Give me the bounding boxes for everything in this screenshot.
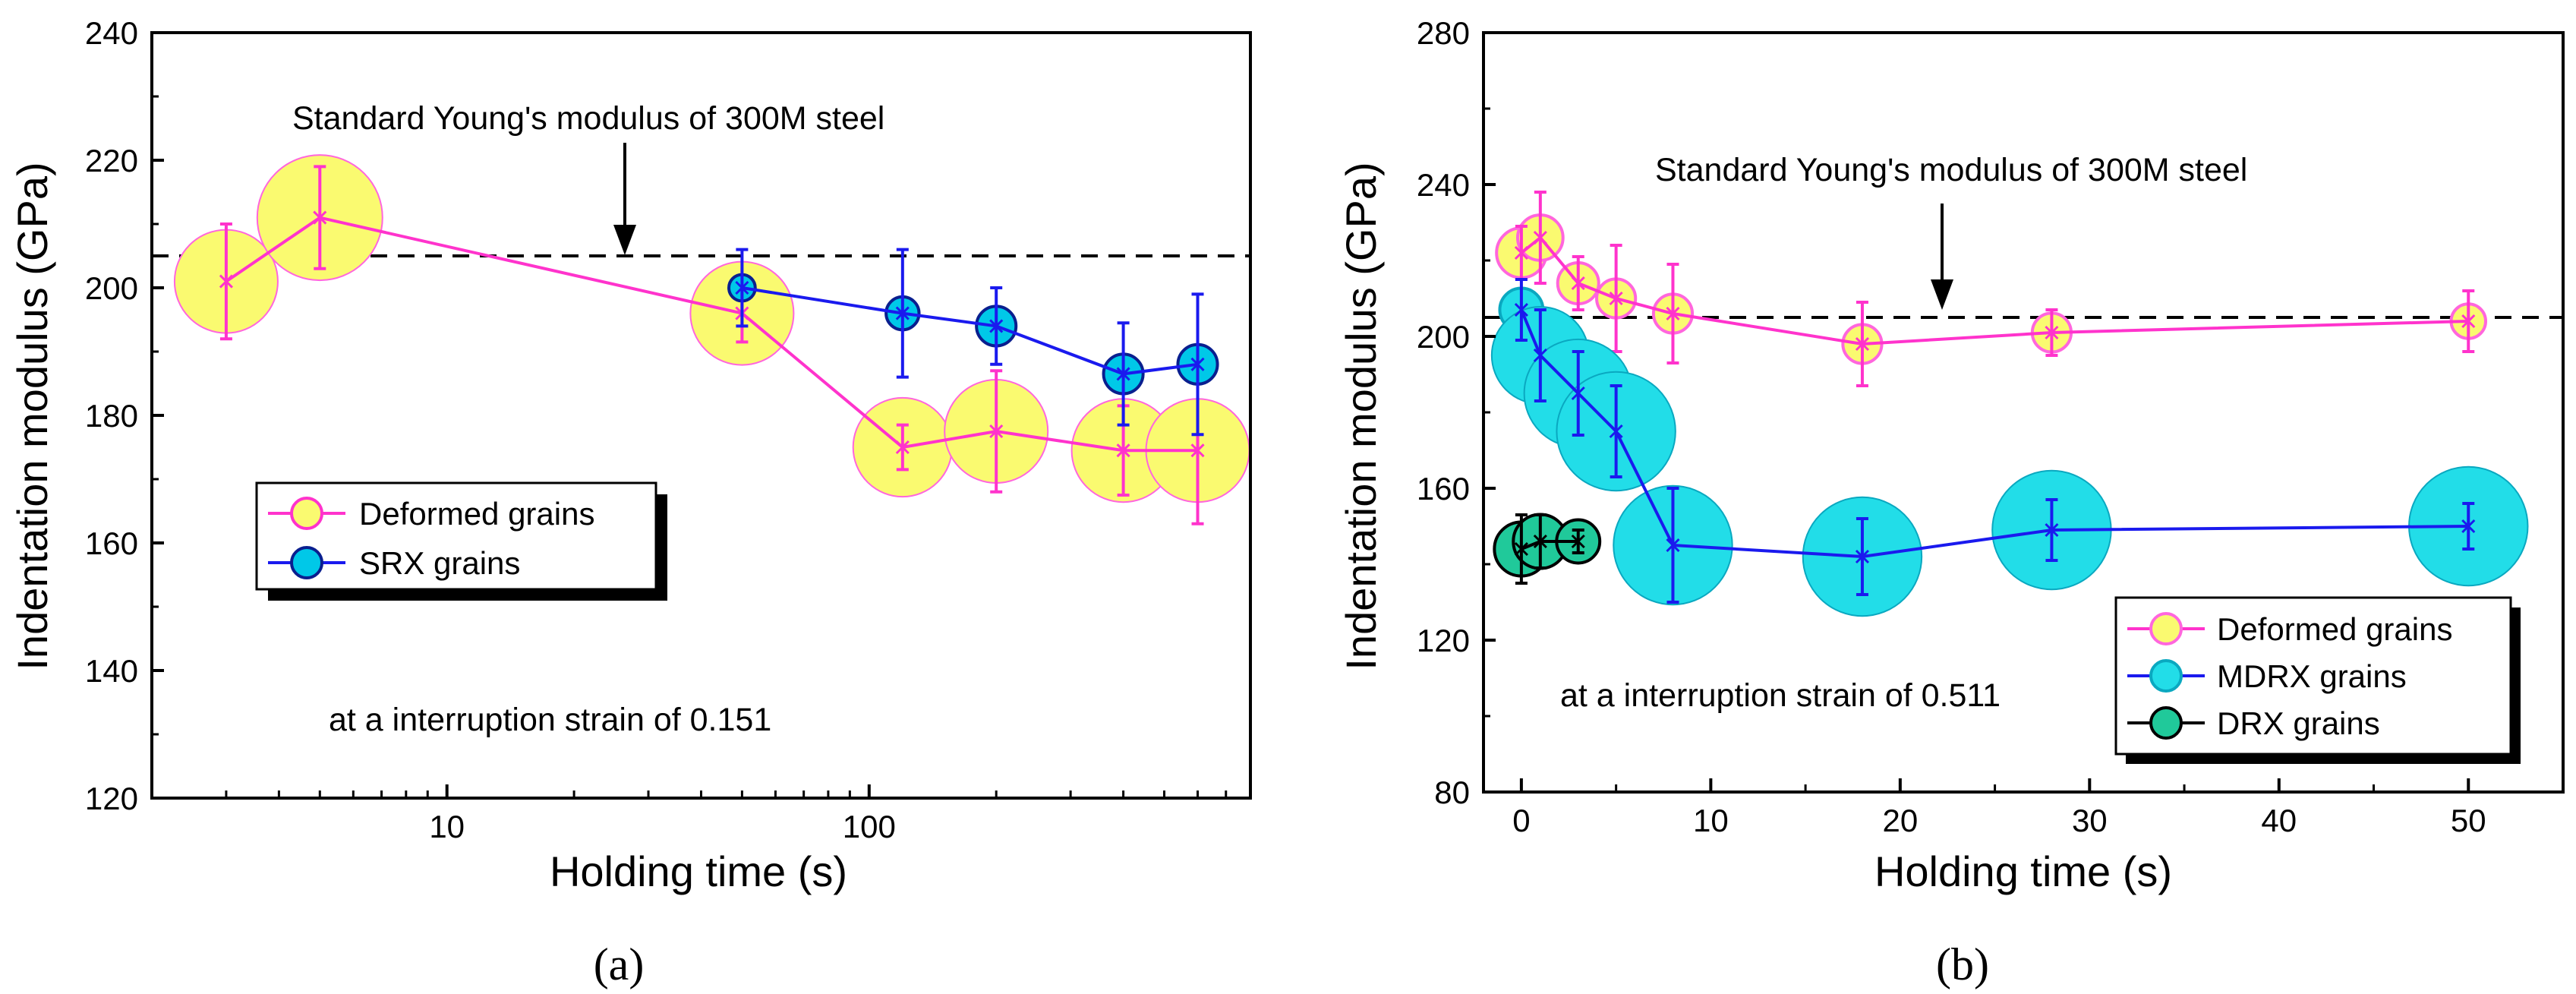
panel-b-arrow-head: [1931, 279, 1953, 310]
y-tick-label: 200: [85, 270, 138, 306]
series-deformed-grains: [1495, 191, 2488, 387]
legend-item-drx-grains: DRX grains: [2127, 705, 2380, 741]
panel-b-ticks: 80 120 160 200 240 280 0 10 20 30 40 50: [1417, 15, 2486, 838]
y-tick-label: 160: [1417, 471, 1470, 506]
center-mark: [1571, 276, 1585, 291]
panel-b-x-axis-label: Holding time (s): [1874, 847, 2172, 895]
x-tick-label: 40: [2261, 803, 2297, 838]
center-mark: [1116, 443, 1130, 458]
panel-b-legend: Deformed grains MDRX grains DRX grains: [2114, 596, 2521, 764]
y-tick-label: 280: [1417, 15, 1470, 51]
legend-marker: [2149, 612, 2183, 645]
x-tick-label: 10: [429, 809, 465, 844]
panel-b-series-group: [1490, 191, 2529, 617]
center-mark: [895, 306, 910, 320]
center-mark: [1666, 306, 1680, 321]
panel-a-arrow-head: [613, 225, 636, 255]
center-mark: [895, 440, 910, 455]
x-tick-label: 50: [2451, 803, 2486, 838]
panel-b-y-axis-label: Indentation modulus (GPa): [1337, 162, 1385, 670]
center-mark: [989, 424, 1004, 439]
y-tick-label: 240: [85, 15, 138, 51]
y-tick-label: 220: [85, 143, 138, 178]
center-mark: [1533, 534, 1547, 549]
center-mark: [2045, 325, 2059, 340]
center-mark: [2045, 522, 2059, 538]
y-tick-label: 140: [85, 653, 138, 689]
legend-marker: [290, 497, 323, 530]
center-mark: [1514, 541, 1528, 557]
series-srx-grains: [727, 248, 1219, 437]
center-mark: [1855, 336, 1870, 352]
panel-b-reference-arrow: [1931, 204, 1953, 310]
x-tick-label: 30: [2072, 803, 2108, 838]
center-mark: [1571, 534, 1585, 549]
center-mark: [1533, 230, 1547, 245]
panel-b-label: (b): [1936, 939, 1989, 989]
center-mark: [313, 210, 327, 225]
panel-a-legend-box: [255, 481, 657, 591]
legend-label: MDRX grains: [2217, 658, 2407, 694]
legend-label: DRX grains: [2217, 705, 2380, 741]
center-mark: [1609, 291, 1623, 306]
center-mark: [1190, 357, 1205, 371]
x-tick-label: 10: [1693, 803, 1729, 838]
panel-b: 80 120 160 200 240 280 0 10 20 30 40 50 Holding tim…: [1337, 15, 2565, 989]
y-tick-label: 120: [1417, 623, 1470, 658]
series-line: [1520, 309, 2469, 559]
center-mark: [735, 280, 749, 295]
center-mark: [989, 319, 1004, 333]
center-mark: [1514, 302, 1528, 317]
panel-a-y-axis-label: Indentation modulus (GPa): [8, 162, 56, 670]
center-mark: [2461, 314, 2476, 329]
center-mark: [1533, 348, 1547, 363]
x-tick-label: 20: [1882, 803, 1918, 838]
panel-b-strain-annotation: at a interruption strain of 0.511: [1560, 677, 2001, 714]
legend-item-deformed-grains: Deformed grains: [2127, 611, 2452, 647]
y-tick-label: 80: [1434, 775, 1470, 810]
series-line: [1520, 235, 2469, 346]
panel-a-strain-annotation: at a interruption strain of 0.151: [329, 702, 771, 738]
x-tick-label: 0: [1512, 803, 1530, 838]
legend-label: Deformed grains: [2217, 611, 2452, 647]
center-mark: [219, 274, 233, 289]
center-mark: [1609, 424, 1623, 439]
panel-b-reference-label: Standard Young's modulus of 300M steel: [1655, 152, 2247, 188]
legend-item-deformed-grains: Deformed grains: [268, 496, 594, 532]
center-mark: [1571, 386, 1585, 401]
legend-marker: [2149, 706, 2183, 740]
y-tick-label: 240: [1417, 167, 1470, 203]
panel-a-reference-arrow: [613, 143, 636, 255]
legend-item-srx-grains: SRX grains: [268, 545, 520, 581]
center-mark: [1514, 245, 1528, 260]
center-mark: [1666, 538, 1680, 553]
legend-marker: [290, 546, 323, 579]
panel-a-x-axis-label: Holding time (s): [550, 847, 847, 895]
legend-label: SRX grains: [359, 545, 520, 581]
panel-a-legend: Deformed grains SRX grains: [255, 481, 667, 601]
center-mark: [1116, 367, 1130, 381]
x-tick-label: 100: [843, 809, 896, 844]
panel-a-reference-label: Standard Young's modulus of 300M steel: [292, 100, 884, 137]
series-mdrx-grains: [1490, 278, 2529, 617]
series-deformed-grains: [173, 154, 1250, 525]
panel-a-label: (a): [594, 939, 645, 989]
y-tick-label: 120: [85, 781, 138, 816]
center-mark: [1855, 549, 1870, 564]
legend-marker: [2149, 659, 2183, 693]
panel-a: 120 140 160 180 200 220 240 10 100 Holding time …: [8, 15, 1252, 989]
series-drx-grains: [1493, 513, 1602, 585]
panel-a-series-group: [173, 154, 1250, 525]
legend-item-mdrx-grains: MDRX grains: [2127, 658, 2407, 694]
legend-label: Deformed grains: [359, 496, 594, 532]
panel-a-ticks: 120 140 160 180 200 220 240 10 100: [85, 15, 1252, 844]
y-tick-label: 180: [85, 398, 138, 434]
center-mark: [1190, 443, 1205, 458]
y-tick-label: 160: [85, 525, 138, 561]
center-mark: [2461, 519, 2476, 534]
y-tick-label: 200: [1417, 319, 1470, 355]
